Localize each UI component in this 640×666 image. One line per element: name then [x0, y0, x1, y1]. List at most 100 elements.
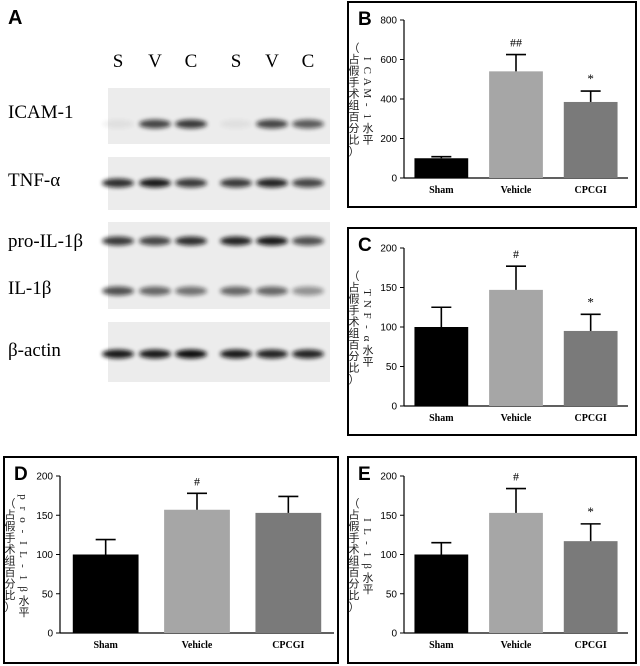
y-tick-label: 0	[391, 402, 397, 413]
blot-band	[256, 286, 288, 296]
svg-text:L: L	[361, 528, 373, 535]
blot-band	[175, 119, 207, 129]
blot-row-label: TNF-α	[8, 170, 60, 191]
bar	[563, 101, 618, 178]
svg-text:）: ）	[349, 145, 360, 158]
y-tick-label: 600	[380, 55, 397, 66]
svg-text:1: 1	[361, 552, 373, 558]
svg-text:-: -	[361, 541, 373, 545]
svg-text:C: C	[361, 67, 373, 74]
blot-rows: ICAM-1 TNF-α pro-IL-1β IL-1β β-actin	[8, 88, 330, 382]
svg-text:占: 占	[349, 507, 360, 521]
lane-label: C	[302, 51, 315, 72]
blot-band	[292, 349, 324, 359]
blot-band	[256, 236, 288, 246]
x-tick-label: Sham	[429, 413, 454, 424]
blot-band	[139, 236, 171, 246]
significance-marker: ##	[510, 36, 522, 50]
svg-text:β: β	[17, 586, 29, 592]
blot-band	[175, 349, 207, 359]
svg-text:（: （	[349, 497, 360, 510]
y-tick-label: 150	[380, 511, 397, 522]
blot-row-label: IL-1β	[8, 278, 51, 299]
svg-text:平: 平	[363, 584, 374, 596]
svg-text:p: p	[17, 494, 29, 500]
significance-marker: #	[194, 474, 200, 488]
blot-band	[256, 178, 288, 188]
svg-text:）: ）	[349, 373, 360, 386]
blot-band	[139, 119, 171, 129]
svg-text:比: 比	[349, 133, 360, 146]
blot-band	[175, 286, 207, 296]
svg-text:手: 手	[5, 530, 16, 544]
significance-marker: *	[587, 294, 594, 309]
blot-row-label: β-actin	[8, 340, 61, 361]
blot-row-label: pro-IL-1β	[8, 231, 83, 252]
y-tick-label: 0	[391, 629, 397, 640]
panel-frame	[347, 1, 637, 208]
blot-band	[102, 119, 134, 129]
x-tick-label: Vehicle	[501, 640, 532, 651]
svg-text:占: 占	[5, 507, 16, 521]
blot-strip	[108, 88, 330, 144]
y-tick-label: 50	[42, 589, 54, 600]
blot-band	[220, 349, 252, 359]
blot-band	[292, 119, 324, 129]
svg-text:平: 平	[363, 357, 374, 369]
x-tick-label: Sham	[429, 185, 454, 196]
svg-text:（: （	[5, 497, 16, 510]
svg-text:水: 水	[363, 344, 374, 357]
y-tick-label: 150	[380, 283, 397, 294]
panel-frame	[347, 227, 637, 436]
svg-text:L: L	[17, 551, 29, 558]
svg-text:组: 组	[349, 326, 360, 340]
svg-text:术: 术	[349, 87, 360, 100]
y-tick-label: 150	[36, 511, 53, 522]
svg-text:分: 分	[349, 577, 360, 590]
svg-text:o: o	[17, 517, 29, 523]
svg-text:1: 1	[17, 575, 29, 581]
bar	[414, 327, 469, 406]
significance-marker: *	[587, 71, 594, 86]
blot-row-label: ICAM-1	[8, 102, 73, 123]
svg-text:组: 组	[349, 553, 360, 567]
y-tick-label: 200	[380, 472, 397, 483]
x-tick-label: CPCGI	[272, 640, 304, 651]
blot-band	[139, 349, 171, 359]
svg-text:F: F	[361, 312, 373, 318]
blot-band	[220, 119, 252, 129]
svg-text:α: α	[361, 336, 373, 342]
svg-text:假: 假	[349, 63, 360, 77]
svg-text:I: I	[361, 518, 373, 522]
svg-text:比: 比	[349, 361, 360, 374]
svg-text:百: 百	[349, 339, 360, 351]
significance-marker: #	[513, 247, 519, 261]
svg-text:平: 平	[19, 607, 30, 619]
panel-letter: D	[14, 464, 28, 485]
blot-band	[220, 178, 252, 188]
bar	[489, 71, 543, 178]
bar	[489, 289, 543, 406]
svg-text:组: 组	[349, 98, 360, 112]
x-tick-label: Vehicle	[182, 640, 213, 651]
svg-text:分: 分	[349, 122, 360, 135]
blot-band	[102, 349, 134, 359]
bar	[255, 512, 322, 633]
svg-text:r: r	[17, 507, 29, 511]
significance-marker: *	[587, 504, 594, 519]
svg-text:β: β	[361, 563, 373, 569]
bar	[563, 541, 618, 633]
y-tick-label: 0	[391, 174, 397, 185]
panel-a-western-blot: A S V C S V C ICAM-1 TNF-α pro-IL-1β IL-1β β-acti…	[8, 7, 330, 382]
blot-band	[175, 236, 207, 246]
x-tick-label: Sham	[93, 640, 118, 651]
bar	[414, 554, 469, 633]
svg-text:I: I	[17, 541, 29, 545]
svg-text:N: N	[361, 300, 373, 308]
svg-text:占: 占	[349, 52, 360, 66]
y-tick-label: 200	[380, 134, 397, 145]
